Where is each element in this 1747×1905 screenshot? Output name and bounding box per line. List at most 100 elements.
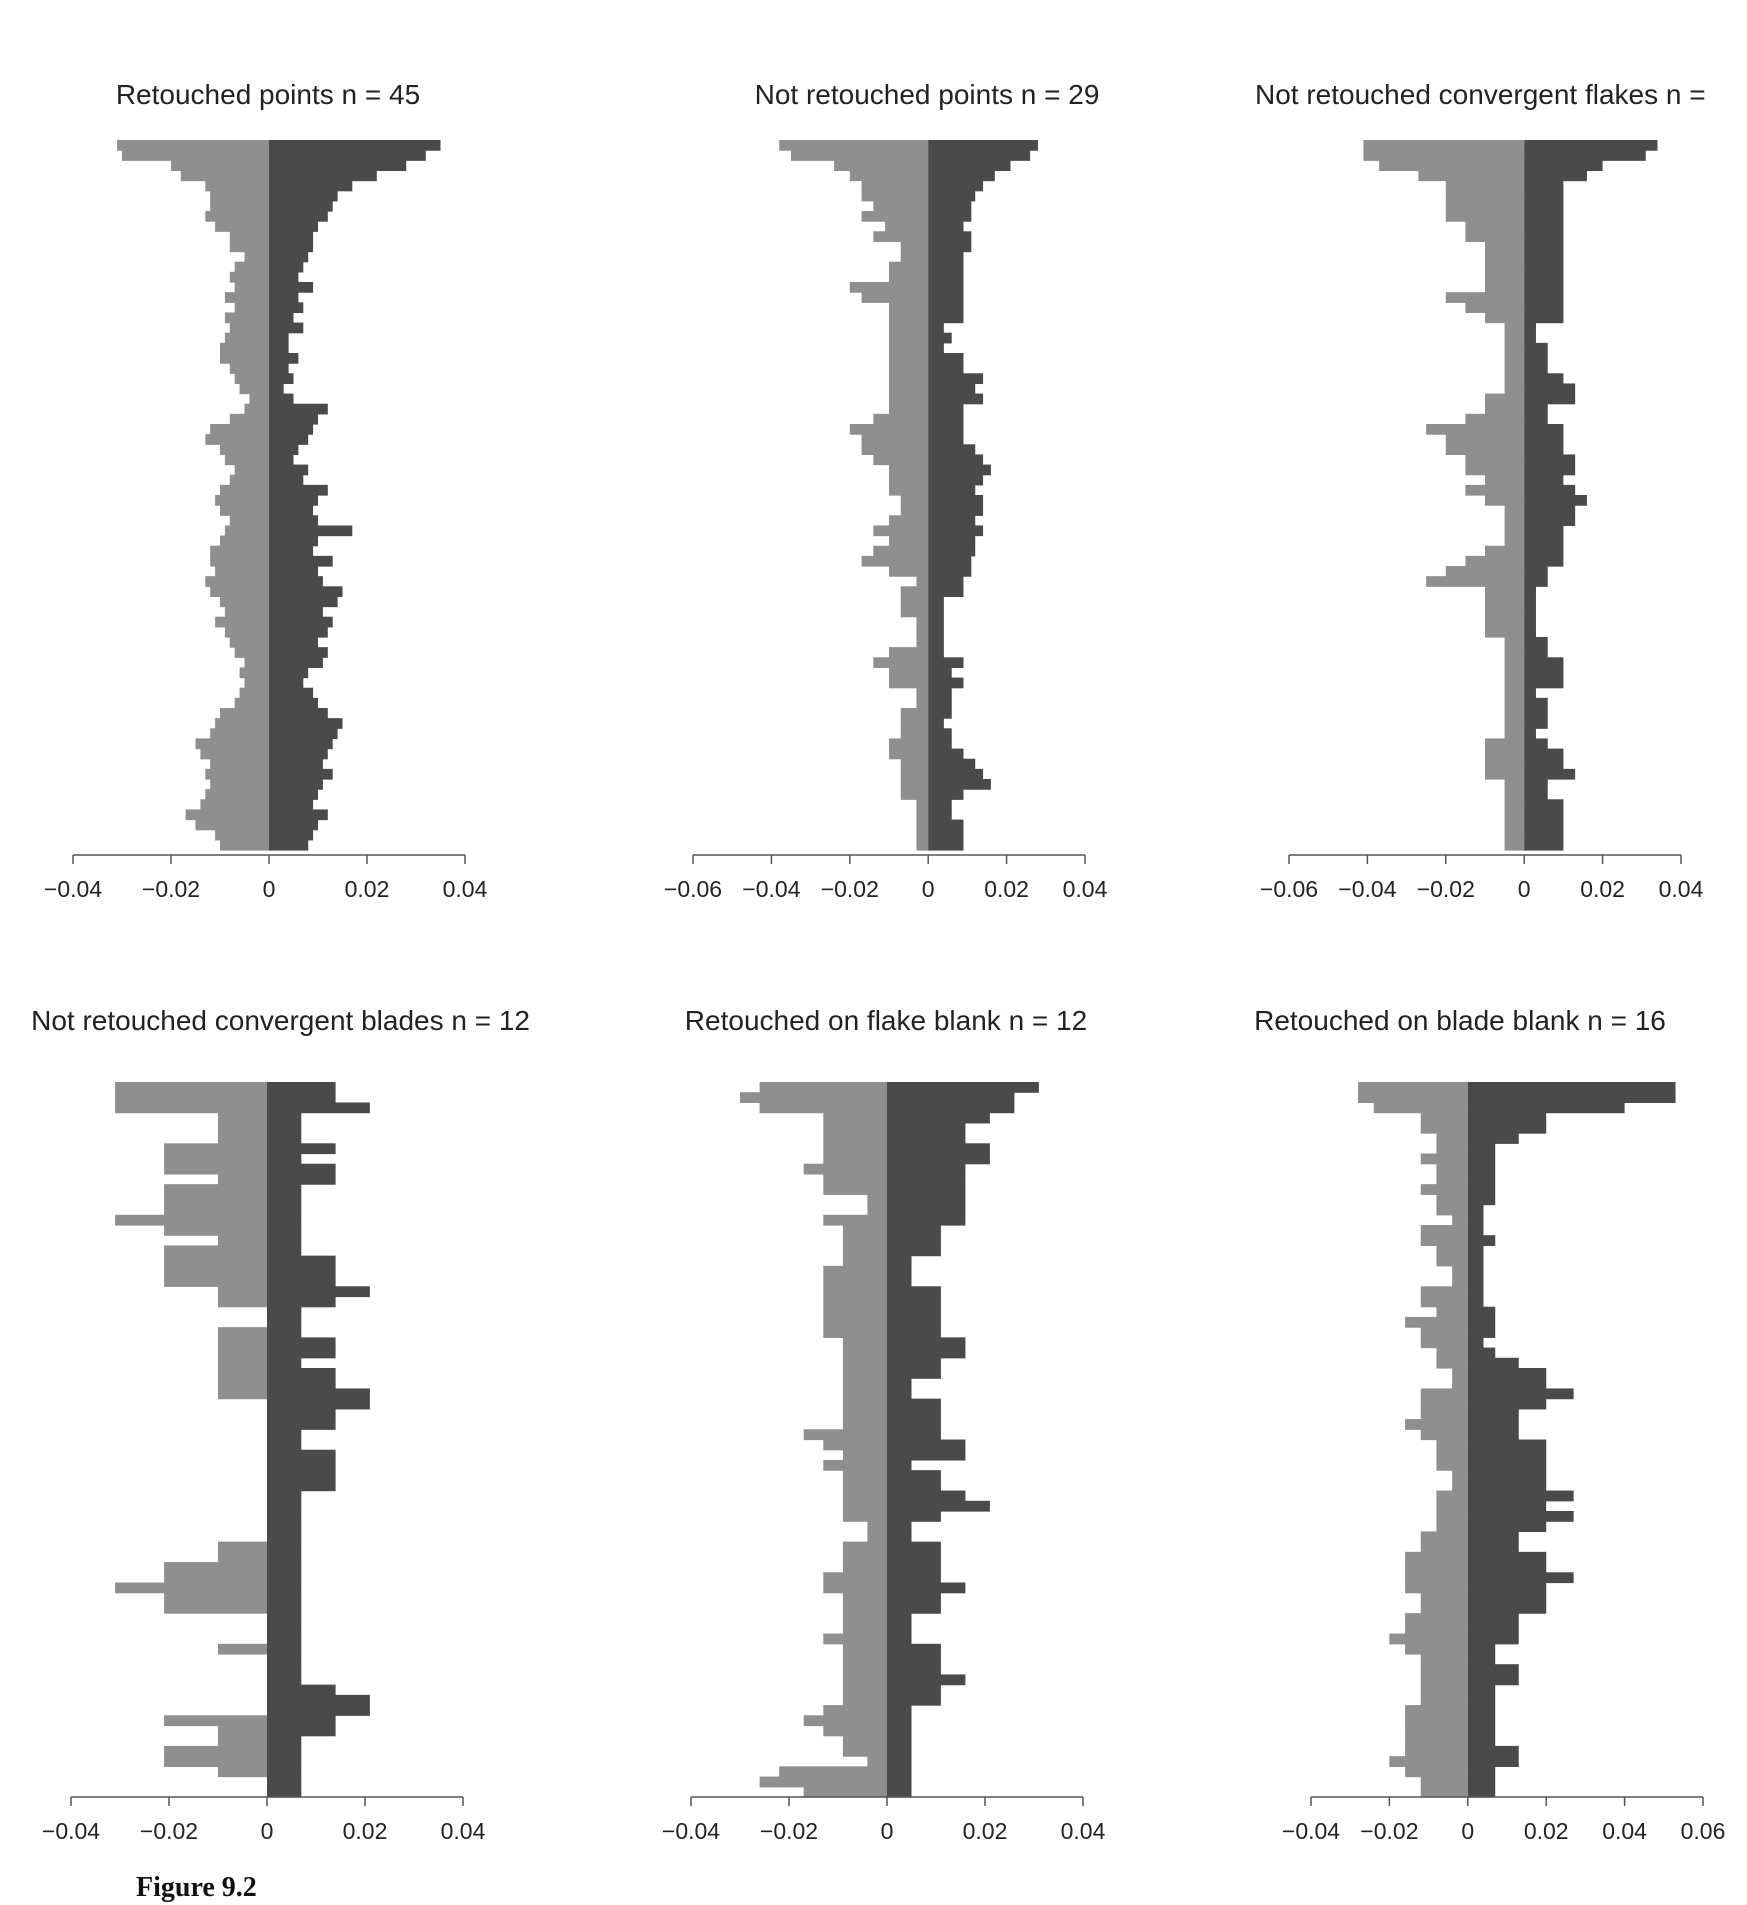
bar-left xyxy=(1420,1122,1468,1134)
bar-left xyxy=(823,1276,887,1287)
bar-left xyxy=(164,1143,267,1155)
bar-left xyxy=(205,576,269,587)
bar-right xyxy=(1524,555,1564,567)
bar-right xyxy=(269,839,309,851)
bar-left xyxy=(1485,738,1525,750)
bar-right xyxy=(269,251,309,263)
bar-right xyxy=(887,1705,912,1716)
bar-right xyxy=(1467,1112,1547,1124)
bar-left xyxy=(842,1745,887,1757)
bar-right xyxy=(267,1194,302,1206)
bar-right xyxy=(887,1592,941,1604)
bar-right xyxy=(267,1408,336,1420)
bar-right xyxy=(928,535,976,547)
bar-right xyxy=(267,1153,302,1165)
bar-right xyxy=(269,332,289,344)
bar-right xyxy=(269,626,328,638)
bar-right xyxy=(269,150,426,161)
bar-left xyxy=(759,1776,887,1788)
left-bars xyxy=(117,140,269,851)
bar-right xyxy=(887,1368,941,1379)
bar-right xyxy=(1467,1265,1484,1277)
bar-right xyxy=(269,586,343,598)
bar-left xyxy=(823,1286,887,1298)
bar-left xyxy=(759,1082,887,1093)
bar-left xyxy=(1485,586,1525,598)
bar-left xyxy=(164,1572,267,1584)
bar-left xyxy=(1436,1490,1468,1502)
bar-left xyxy=(1420,1531,1468,1543)
bar-right xyxy=(887,1511,941,1522)
bar-right xyxy=(928,322,944,334)
bar-left xyxy=(210,586,269,598)
bar-left xyxy=(803,1715,887,1727)
bar-left xyxy=(842,1541,887,1553)
bar-right xyxy=(267,1173,336,1185)
bar-right xyxy=(1524,758,1564,770)
bar-left xyxy=(218,1235,267,1247)
panel-not-retouched-convergent-flakes: Not retouched convergent flakes n = −0.0… xyxy=(1255,79,1706,902)
bar-left xyxy=(1426,424,1525,435)
bar-left xyxy=(842,1551,887,1563)
bar-left xyxy=(229,241,269,253)
bar-right xyxy=(269,657,323,669)
bar-left xyxy=(218,1347,267,1359)
bar-right xyxy=(928,626,944,638)
bar-left xyxy=(889,363,929,374)
x-tick-label: −0.02 xyxy=(1417,876,1475,902)
bar-left xyxy=(1445,292,1525,303)
bar-right xyxy=(928,495,984,506)
bar-left xyxy=(1485,261,1525,273)
bar-right xyxy=(1467,1776,1496,1788)
bar-right xyxy=(1524,789,1548,800)
bar-left xyxy=(218,1286,267,1298)
bar-left xyxy=(1504,819,1525,831)
bar-left xyxy=(842,1368,887,1379)
bar-right xyxy=(887,1674,966,1686)
bar-left xyxy=(205,768,269,780)
bar-right xyxy=(928,809,952,821)
bar-left xyxy=(224,525,269,537)
bar-left xyxy=(1485,393,1525,405)
bar-left xyxy=(916,687,929,699)
bar-right xyxy=(269,373,294,385)
bar-right xyxy=(1467,1623,1519,1635)
bar-right xyxy=(928,302,964,314)
bar-left xyxy=(220,342,269,354)
bar-right xyxy=(269,434,309,445)
right-bars xyxy=(267,1082,370,1798)
bar-left xyxy=(164,1245,267,1257)
bar-right xyxy=(887,1623,912,1635)
bar-left xyxy=(229,271,269,283)
left-bars xyxy=(115,1082,267,1778)
bar-left xyxy=(220,444,269,456)
bar-right xyxy=(1467,1756,1519,1767)
bar-left xyxy=(164,1153,267,1165)
bar-left xyxy=(900,596,929,608)
bar-right xyxy=(928,647,944,658)
bar-left xyxy=(1436,1357,1468,1369)
x-tick-label: −0.02 xyxy=(140,1818,198,1844)
bar-left xyxy=(842,1592,887,1604)
bar-left xyxy=(889,566,929,577)
x-axis: −0.04 −0.02 0 0.02 0.04 xyxy=(44,854,488,902)
bar-right xyxy=(1467,1705,1496,1716)
bar-left xyxy=(1504,363,1525,374)
bar-right xyxy=(269,505,314,516)
bar-left xyxy=(1420,1153,1468,1165)
bar-right xyxy=(928,779,991,790)
bar-right xyxy=(1524,170,1587,182)
bar-left xyxy=(1436,1204,1468,1216)
bar-left xyxy=(195,819,269,831)
bar-left xyxy=(234,302,269,314)
bar-right xyxy=(928,738,952,750)
bar-right xyxy=(1467,1551,1547,1563)
bar-left xyxy=(842,1235,887,1247)
bar-right xyxy=(887,1235,941,1247)
bar-left xyxy=(1420,1674,1468,1686)
bar-left xyxy=(1504,839,1525,851)
bar-right xyxy=(269,768,333,780)
bar-left xyxy=(889,271,929,283)
bar-left xyxy=(885,221,929,232)
left-bars xyxy=(740,1082,887,1798)
